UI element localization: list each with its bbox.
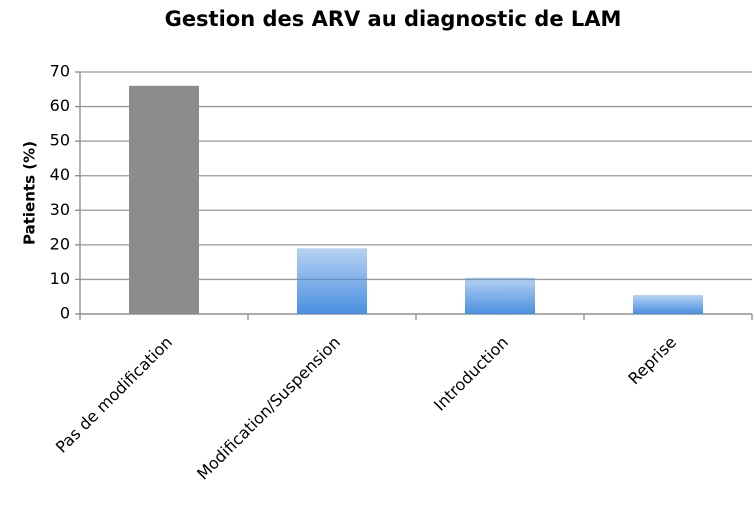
x-tick-label: Modification/Suspension	[193, 333, 344, 484]
y-axis-label: Patients (%)	[21, 141, 39, 245]
bar	[297, 248, 367, 314]
x-tick-label: Reprise	[624, 333, 680, 389]
bar	[465, 277, 535, 314]
y-tick-label: 70	[50, 62, 70, 81]
y-tick-label: 0	[60, 304, 70, 323]
y-tick-label: 20	[50, 234, 70, 253]
chart-title: Gestion des ARV au diagnostic de LAM	[165, 7, 622, 31]
bar	[129, 85, 199, 314]
y-tick-label: 40	[50, 165, 70, 184]
y-tick-label: 10	[50, 269, 70, 288]
x-tick-label: Introduction	[430, 333, 512, 415]
y-tick-label: 60	[50, 96, 70, 115]
x-tick-label: Pas de modification	[52, 333, 176, 457]
y-tick-label: 50	[50, 131, 70, 150]
bar	[633, 294, 703, 314]
y-tick-label: 30	[50, 200, 70, 219]
